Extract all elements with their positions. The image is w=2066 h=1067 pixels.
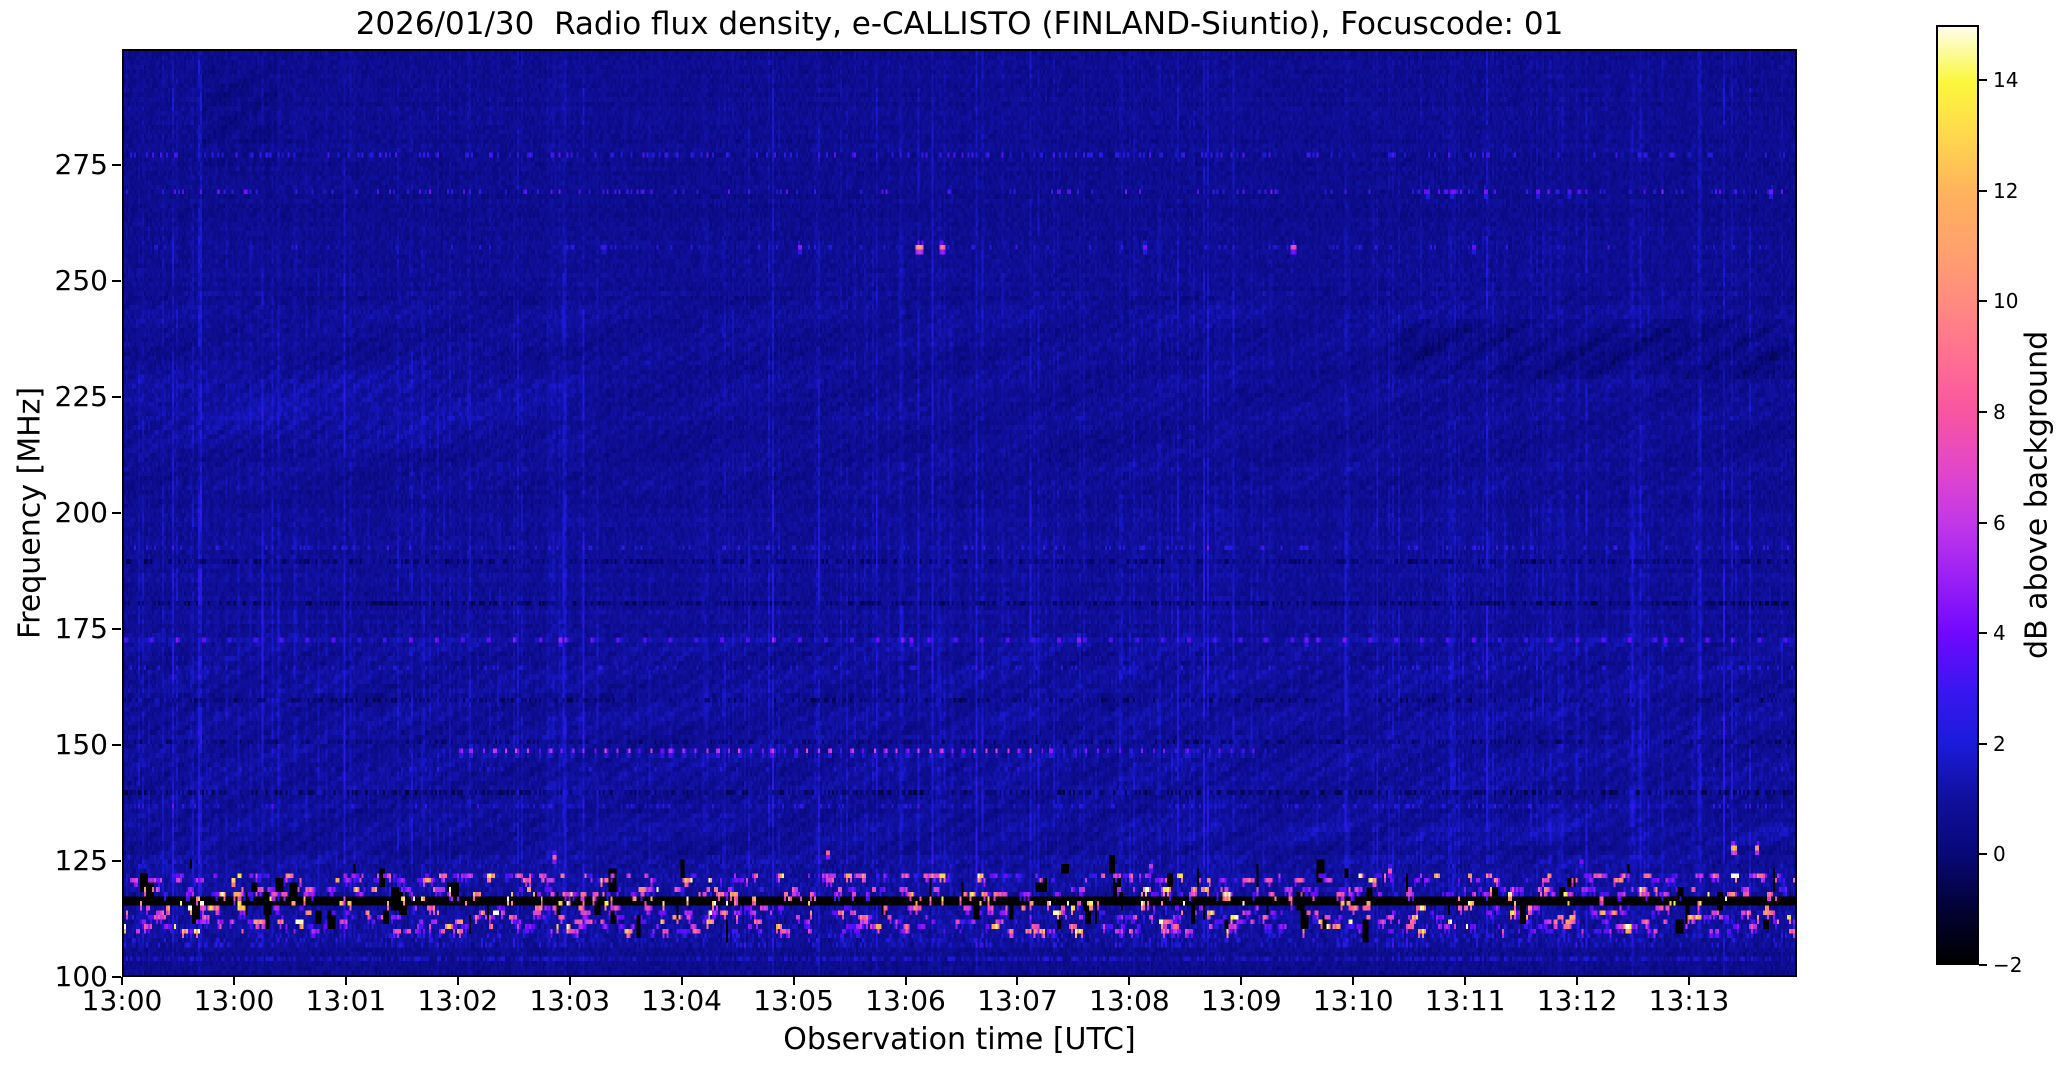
y-tick-label: 275 bbox=[54, 148, 108, 181]
x-tick-label: 13:03 bbox=[529, 984, 611, 1017]
x-tick-mark bbox=[344, 977, 347, 985]
colorbar-tick-label: 4 bbox=[1993, 621, 2006, 646]
x-tick-mark bbox=[1016, 977, 1019, 985]
y-tick-mark bbox=[112, 976, 121, 978]
y-tick-label: 250 bbox=[54, 264, 108, 297]
y-tick-label: 150 bbox=[54, 728, 108, 761]
colorbar-tick-mark bbox=[1979, 300, 1987, 303]
colorbar-tick-label: 14 bbox=[1993, 68, 2019, 93]
colorbar-tick-label: 10 bbox=[1993, 289, 2019, 314]
x-tick-mark bbox=[121, 977, 123, 985]
colorbar-tick-label: 8 bbox=[1993, 400, 2006, 425]
colorbar-tick-label: 12 bbox=[1993, 178, 2019, 203]
x-tick-label: 13:09 bbox=[1200, 984, 1282, 1017]
x-tick-mark bbox=[1240, 977, 1243, 985]
x-tick-mark bbox=[792, 977, 795, 985]
x-tick-label: 13:13 bbox=[1648, 984, 1730, 1017]
y-tick-mark bbox=[112, 164, 121, 166]
x-tick-label: 13:12 bbox=[1536, 984, 1618, 1017]
colorbar-tick-mark bbox=[1979, 189, 1987, 192]
x-tick-mark bbox=[680, 977, 683, 985]
y-tick-label: 125 bbox=[54, 844, 108, 877]
x-tick-mark bbox=[1128, 977, 1131, 985]
colorbar-tick-mark bbox=[1979, 742, 1987, 745]
x-tick-label: 13:05 bbox=[753, 984, 834, 1017]
chart-title: 2026/01/30 Radio flux density, e-CALLIST… bbox=[355, 6, 1564, 42]
y-tick-label: 200 bbox=[54, 496, 108, 529]
y-tick-mark bbox=[112, 280, 121, 282]
colorbar-tick-mark bbox=[1979, 964, 1987, 966]
x-axis-label: Observation time [UTC] bbox=[783, 1022, 1136, 1057]
x-tick-mark bbox=[1688, 977, 1691, 985]
x-tick-mark bbox=[1464, 977, 1467, 985]
x-tick-label: 13:00 bbox=[81, 984, 163, 1017]
plot-area bbox=[122, 49, 1797, 977]
y-tick-mark bbox=[112, 860, 121, 862]
colorbar-tick-mark bbox=[1979, 853, 1987, 856]
colorbar-label: dB above background bbox=[2019, 330, 2055, 660]
colorbar-tick-mark bbox=[1979, 521, 1987, 524]
y-tick-label: 175 bbox=[54, 612, 108, 645]
colorbar-tick-label: 2 bbox=[1993, 731, 2006, 756]
y-tick-mark bbox=[112, 396, 121, 398]
spectrogram-canvas bbox=[124, 51, 1795, 975]
colorbar-tick-mark bbox=[1979, 632, 1987, 635]
x-tick-label: 13:02 bbox=[417, 984, 499, 1017]
x-tick-mark bbox=[232, 977, 235, 985]
colorbar-tick-label: 0 bbox=[1993, 842, 2006, 867]
x-tick-mark bbox=[456, 977, 459, 985]
y-tick-label: 225 bbox=[54, 380, 108, 413]
x-tick-label: 13:04 bbox=[641, 984, 722, 1017]
colorbar-tick-mark bbox=[1979, 79, 1987, 82]
x-tick-label: 13:00 bbox=[193, 984, 275, 1017]
x-tick-label: 13:10 bbox=[1312, 984, 1394, 1017]
x-tick-mark bbox=[904, 977, 907, 985]
y-tick-mark bbox=[112, 744, 121, 746]
colorbar-tick-label: 6 bbox=[1993, 510, 2006, 535]
y-tick-mark bbox=[112, 628, 121, 630]
x-tick-label: 13:01 bbox=[305, 984, 387, 1017]
x-tick-label: 13:11 bbox=[1424, 984, 1506, 1017]
x-tick-mark bbox=[1352, 977, 1355, 985]
x-tick-label: 13:06 bbox=[865, 984, 946, 1017]
colorbar-tick-label: −2 bbox=[1993, 953, 2023, 977]
x-tick-label: 13:07 bbox=[977, 984, 1058, 1017]
colorbar-tick-mark bbox=[1979, 411, 1987, 414]
colorbar bbox=[1936, 25, 1979, 965]
x-tick-mark bbox=[568, 977, 571, 985]
x-tick-mark bbox=[1576, 977, 1579, 985]
y-tick-mark bbox=[112, 512, 121, 514]
x-tick-label: 13:08 bbox=[1089, 984, 1170, 1017]
y-tick-label: 100 bbox=[54, 960, 108, 993]
